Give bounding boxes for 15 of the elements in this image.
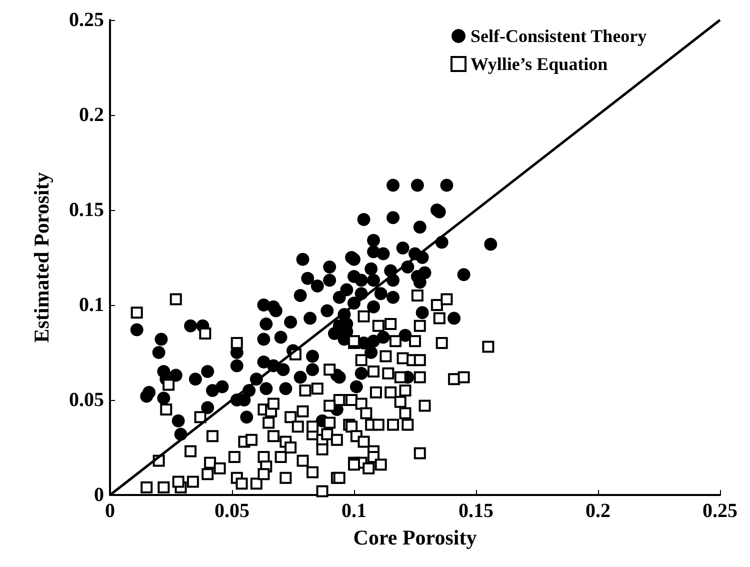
y-tick-label: 0.15 [69,199,104,221]
legend-label: Self-Consistent Theory [470,26,647,46]
y-tick-label: 0.25 [69,9,104,31]
x-tick-label: 0.1 [342,500,366,522]
y-axis-title: Estimated Porosity [30,172,54,343]
x-tick-label: 0.2 [586,500,610,522]
x-axis-title: Core Porosity [353,526,478,550]
legend-label: Wyllie’s Equation [470,54,608,74]
y-tick-label: 0.1 [79,294,104,316]
x-tick-label: 0.15 [458,500,494,522]
y-tick-label: 0 [94,484,104,506]
x-tick-label: 0.25 [702,500,738,522]
y-tick-label: 0.2 [79,104,104,126]
x-tick-label: 0.05 [214,500,250,522]
y-tick-label: 0.05 [69,389,104,411]
